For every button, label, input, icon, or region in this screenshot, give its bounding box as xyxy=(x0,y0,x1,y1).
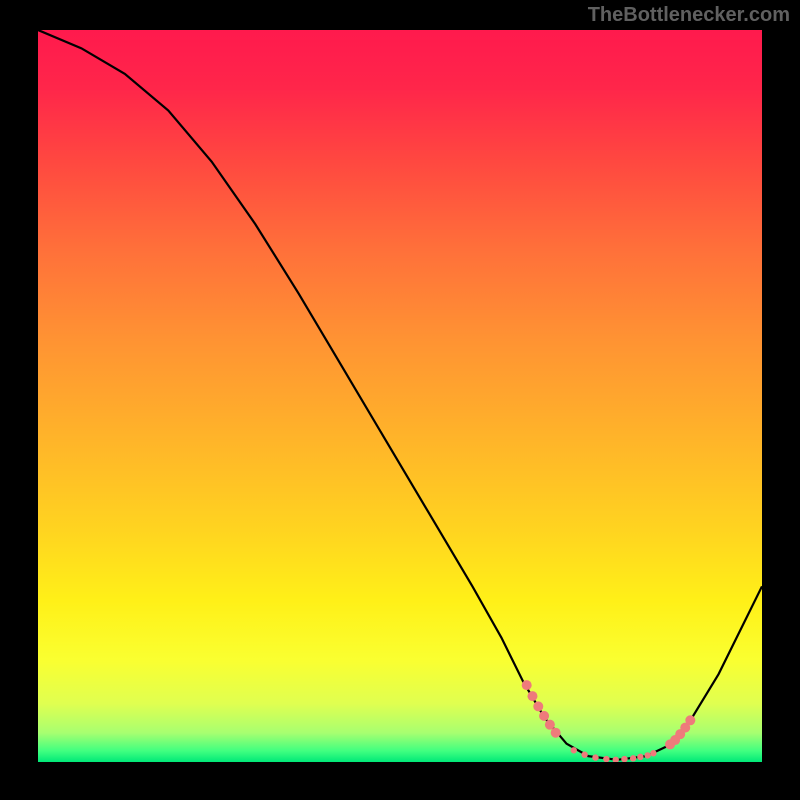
marker-point xyxy=(571,747,577,753)
marker-point xyxy=(603,756,609,762)
marker-point xyxy=(613,757,619,762)
marker-point xyxy=(592,754,598,760)
marker-point xyxy=(545,720,555,730)
marker-point xyxy=(637,754,643,760)
marker-point xyxy=(551,728,561,738)
bottleneck-curve xyxy=(38,30,762,760)
curve-markers xyxy=(522,680,696,762)
marker-point xyxy=(581,751,587,757)
watermark-text: TheBottlenecker.com xyxy=(588,4,790,27)
marker-point xyxy=(527,691,537,701)
marker-point xyxy=(630,755,636,761)
marker-point xyxy=(539,711,549,721)
marker-point xyxy=(644,752,650,758)
marker-point xyxy=(621,756,627,762)
marker-point xyxy=(533,701,543,711)
marker-point xyxy=(522,680,532,690)
marker-point xyxy=(685,715,695,725)
plot-area xyxy=(38,30,762,762)
curve-layer xyxy=(38,30,762,762)
marker-point xyxy=(650,750,656,756)
